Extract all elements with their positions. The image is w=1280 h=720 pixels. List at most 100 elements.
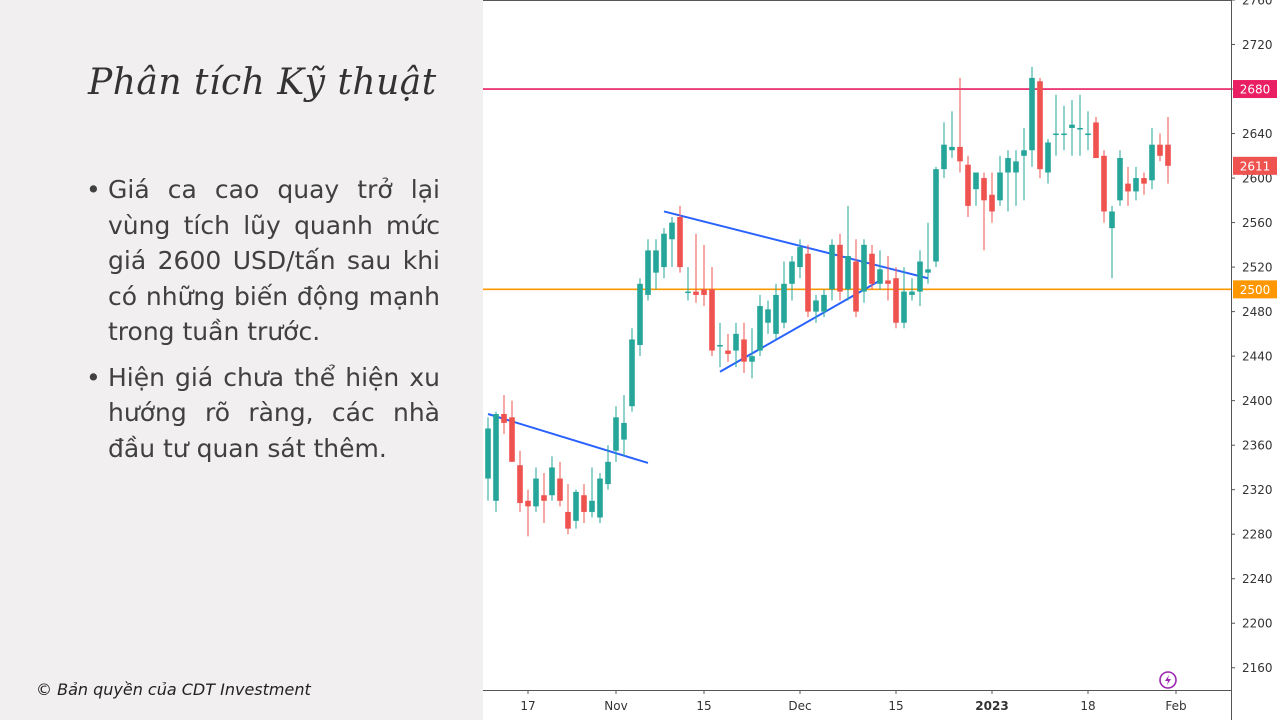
candle-body <box>773 294 779 334</box>
candle-body <box>709 289 715 351</box>
candle-body <box>1093 122 1099 159</box>
chart-background <box>483 0 1280 720</box>
candle-body <box>541 495 547 501</box>
candle-body <box>757 306 763 351</box>
candle-body <box>869 253 875 284</box>
candle-body <box>629 339 635 407</box>
candle-body <box>1165 144 1171 166</box>
candle-body <box>901 291 907 323</box>
price-tick-label: 2360 <box>1242 439 1273 453</box>
candle-body <box>813 300 819 312</box>
candle-body <box>877 269 883 284</box>
trendline <box>663 210 929 280</box>
candle-body <box>653 250 659 273</box>
price-tick-label: 2480 <box>1242 305 1273 319</box>
time-tick-label: 15 <box>696 699 711 713</box>
candle-body <box>885 280 891 284</box>
candle-body <box>925 269 931 273</box>
candle-body <box>741 339 747 362</box>
candle-body <box>941 144 947 170</box>
candle-body <box>597 478 603 518</box>
candle-body <box>949 146 955 151</box>
time-tick-label: Nov <box>604 699 627 713</box>
candle-body <box>645 250 651 295</box>
price-chart[interactable]: 2160 2200 2240 2280 2320 2360 2400 2440 2480 2520… <box>483 0 1280 720</box>
candle-body <box>981 178 987 201</box>
candle-body <box>1013 161 1019 173</box>
candle-body <box>973 172 979 190</box>
candle-body <box>637 283 643 345</box>
candle-body <box>701 289 707 295</box>
candle-body <box>533 478 539 507</box>
candle-body <box>621 422 627 440</box>
candle-body <box>749 356 755 362</box>
candle-body <box>781 283 787 323</box>
price-tick-label: 2760 <box>1242 0 1273 8</box>
text-panel: Phân tích Kỹ thuật • Giá ca cao quay trở … <box>0 0 483 720</box>
plot-area <box>483 66 1231 537</box>
price-tick-label: 2400 <box>1242 394 1273 408</box>
candle-body <box>821 294 827 312</box>
candle-body <box>957 146 963 162</box>
time-tick-label: 18 <box>1080 699 1095 713</box>
time-tick-label: Dec <box>788 699 811 713</box>
time-tick-label: Feb <box>1165 699 1186 713</box>
bullet-item: • Giá ca cao quay trở lại vùng tích lũy q… <box>86 175 440 346</box>
candle-body <box>1085 133 1091 136</box>
bullet-text: Giá ca cao quay trở lại vùng tích lũy qu… <box>108 175 440 346</box>
candle-body <box>837 244 843 292</box>
copyright-notice: © Bản quyền của CDT Investment <box>36 680 311 699</box>
price-tick-label: 2640 <box>1242 127 1273 141</box>
candle-body <box>517 465 523 504</box>
candle-body <box>765 309 771 323</box>
candle-body <box>1077 127 1083 130</box>
candle-body <box>893 278 899 323</box>
candle-body <box>997 172 1003 201</box>
candle-body <box>493 414 499 501</box>
last-price-label: 2611 <box>1240 159 1271 173</box>
price-tick-label: 2160 <box>1242 661 1273 675</box>
candle-body <box>725 350 731 354</box>
candle-body <box>549 467 555 496</box>
price-tick-label: 2240 <box>1242 572 1273 586</box>
candle-body <box>557 478 563 501</box>
candle-body <box>661 233 667 268</box>
candle-body <box>1053 133 1059 136</box>
level-badge-label: 2680 <box>1240 83 1271 97</box>
candle-body <box>1021 150 1027 156</box>
candle-body <box>525 500 531 507</box>
price-tick-label: 2320 <box>1242 483 1273 497</box>
candle-body <box>1005 158 1011 173</box>
candle-body <box>605 461 611 485</box>
candle-body <box>501 414 507 423</box>
candle-body <box>861 244 867 292</box>
candle-body <box>589 500 595 512</box>
price-tick-label: 2200 <box>1242 617 1273 631</box>
candle-body <box>965 164 971 206</box>
bullet-list: • Giá ca cao quay trở lại vùng tích lũy q… <box>86 172 440 476</box>
level-badge-label: 2500 <box>1240 283 1271 297</box>
last-price-badge <box>1233 156 1277 175</box>
candle-body <box>1101 155 1107 212</box>
bullet-text: Hiện giá chưa thể hiện xu hướng rõ ràng,… <box>108 362 440 463</box>
time-tick-label: 15 <box>888 699 903 713</box>
candle-body <box>853 261 859 312</box>
price-tick-label: 2560 <box>1242 216 1273 230</box>
candle-body <box>581 495 587 512</box>
candle-body <box>565 511 571 529</box>
candle-body <box>509 417 515 462</box>
price-tick-label: 2520 <box>1242 261 1273 275</box>
candle-body <box>829 244 835 290</box>
candle-body <box>933 169 939 262</box>
candle-body <box>677 217 683 268</box>
candle-body <box>717 345 723 347</box>
candle-body <box>693 291 699 295</box>
lightning-icon <box>1159 671 1177 689</box>
candle-body <box>1117 158 1123 201</box>
candle-body <box>1045 142 1051 173</box>
candle-body <box>485 428 491 479</box>
candle-body <box>669 222 675 240</box>
candle-body <box>1037 81 1043 170</box>
candle-body <box>1125 183 1131 192</box>
price-tick-label: 2720 <box>1242 38 1273 52</box>
